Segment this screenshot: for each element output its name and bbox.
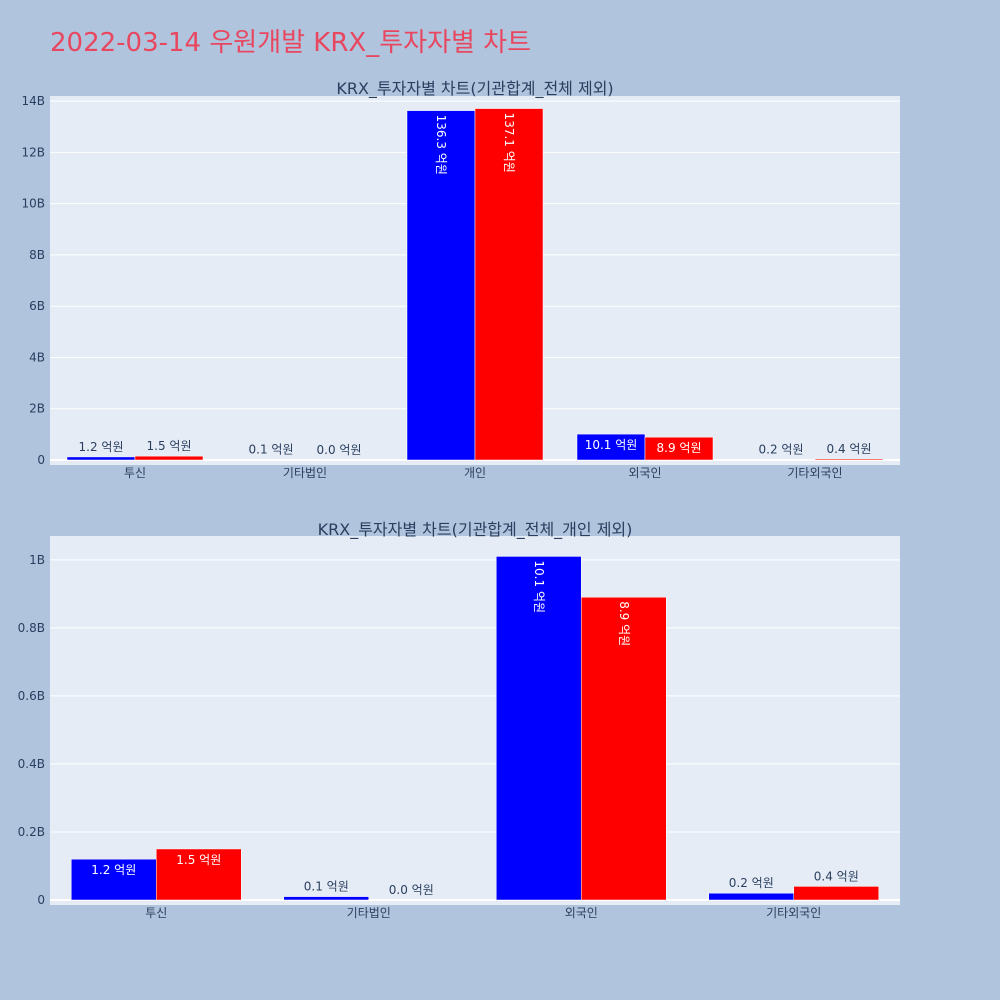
x-tick-label: 투신: [124, 466, 146, 480]
data-label: 0.0 억원: [389, 883, 434, 897]
data-label: 8.9 억원: [657, 441, 702, 455]
data-label: 10.1 억원: [585, 438, 638, 452]
bar: [71, 858, 157, 901]
data-label: 0.2 억원: [759, 442, 804, 456]
y-tick-label: 2B: [29, 402, 45, 416]
y-tick-label: 1B: [29, 553, 45, 567]
bar: [814, 458, 884, 461]
data-label: 0.0 억원: [317, 443, 362, 457]
page-title: 2022-03-14 우원개발 KRX_투자자별 차트: [50, 28, 532, 58]
chart-title: KRX_투자자별 차트(기관합계_전체_개인 제외): [318, 520, 633, 540]
data-label: 8.9 억원: [617, 601, 631, 646]
y-tick-label: 0.6B: [18, 689, 45, 703]
y-tick-label: 0.4B: [18, 757, 45, 771]
bar: [576, 433, 646, 461]
x-tick-label: 투신: [145, 906, 167, 920]
bar: [474, 108, 544, 461]
x-tick-label: 기타법인: [283, 466, 327, 480]
bar: [746, 459, 816, 461]
y-tick-label: 14B: [21, 94, 45, 108]
data-label: 1.2 억원: [79, 440, 124, 454]
chart-title: KRX_투자자별 차트(기관합계_전체 제외): [336, 79, 613, 99]
bar: [406, 110, 476, 461]
data-label: 1.5 억원: [176, 853, 221, 867]
y-tick-label: 8B: [29, 248, 45, 262]
data-label: 137.1 억원: [502, 113, 516, 173]
bar: [66, 456, 136, 461]
data-label: 1.2 억원: [91, 863, 136, 877]
y-tick-label: 12B: [21, 145, 45, 159]
data-label: 10.1 억원: [532, 560, 546, 613]
data-label: 136.3 억원: [434, 115, 448, 175]
data-label: 0.1 억원: [249, 443, 294, 457]
chart-investor-no-individual: KRX_투자자별 차트(기관합계_전체_개인 제외) 0 0.2B 0.4B 0.6B 0…: [18, 520, 900, 920]
x-tick-label: 외국인: [628, 466, 661, 480]
y-tick-label: 0: [37, 453, 45, 467]
y-tick-label: 4B: [29, 350, 45, 364]
bar: [496, 556, 582, 901]
bar: [644, 436, 714, 461]
x-tick-label: 기타외국인: [787, 466, 842, 480]
x-tick-label: 기타법인: [347, 906, 391, 920]
bar: [283, 896, 369, 901]
y-tick-label: 0.8B: [18, 621, 45, 635]
x-tick-label: 외국인: [565, 906, 598, 920]
x-tick-label: 기타외국인: [766, 906, 821, 920]
chart-investor-all: KRX_투자자별 차트(기관합계_전체 제외) 0 2B 4B 6B 8B 10B 12B 14…: [21, 79, 900, 480]
data-label: 0.4 억원: [814, 869, 859, 883]
bar: [708, 892, 794, 901]
y-tick-label: 6B: [29, 299, 45, 313]
data-label: 0.1 억원: [304, 880, 349, 894]
bar: [793, 886, 879, 901]
bar: [581, 596, 667, 901]
plot-area: [50, 536, 900, 905]
x-tick-label: 개인: [464, 466, 486, 480]
data-label: 0.4 억원: [827, 442, 872, 456]
data-label: 1.5 억원: [147, 439, 192, 453]
y-tick-label: 10B: [21, 197, 45, 211]
bar: [156, 848, 242, 901]
y-tick-label: 0: [37, 893, 45, 907]
data-label: 0.2 억원: [729, 876, 774, 890]
bar: [134, 455, 204, 461]
y-tick-label: 0.2B: [18, 825, 45, 839]
